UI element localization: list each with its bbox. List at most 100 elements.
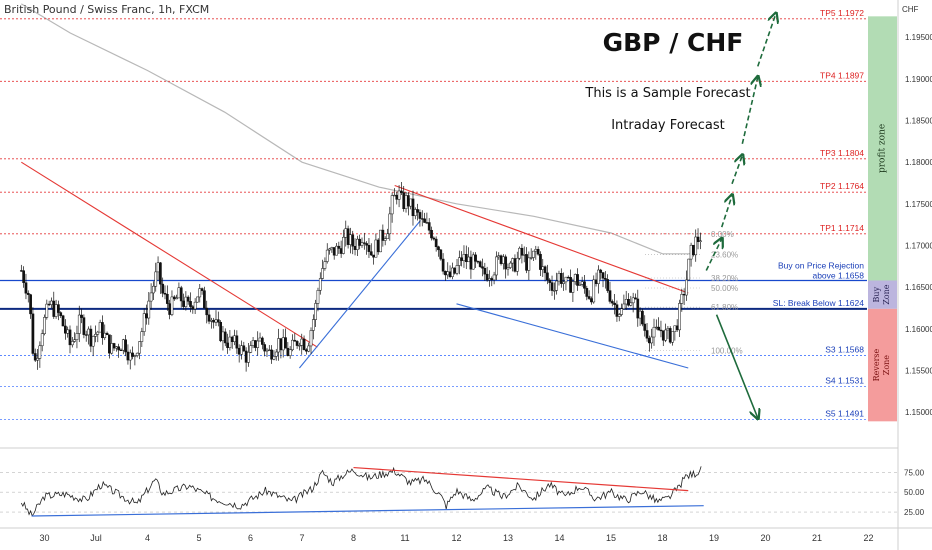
fib-label: 61.80%	[711, 303, 738, 312]
candle-body	[244, 350, 248, 363]
candle-body	[585, 288, 589, 297]
price-tick-label: 1.17500	[905, 200, 932, 209]
candle-body	[163, 292, 167, 295]
candle-body	[641, 310, 644, 325]
candle-body	[682, 294, 686, 296]
candle-body	[103, 332, 107, 339]
candle-body	[200, 288, 204, 291]
zone-label-buy: BuyZone	[872, 284, 891, 305]
zone-label-reverse: ReverseZone	[872, 348, 891, 381]
candle-body	[117, 346, 121, 351]
level-label-sl: SL: Break Below 1.1624	[773, 298, 864, 308]
candle-body	[617, 314, 621, 317]
candle-body	[608, 290, 612, 302]
candle-body	[328, 248, 331, 251]
candle-body	[397, 190, 401, 200]
candle-body	[557, 273, 561, 282]
candle-body	[539, 253, 542, 270]
candle-body	[411, 198, 415, 217]
candle-body	[323, 261, 327, 269]
candle-body	[548, 279, 552, 283]
candle-body	[374, 239, 378, 258]
candle-body	[112, 343, 116, 349]
candle-body	[583, 281, 586, 289]
time-tick-label: 12	[451, 533, 461, 543]
candle-body	[31, 313, 35, 354]
candle-body	[580, 281, 584, 285]
fib-label: 0.00%	[711, 230, 734, 239]
candle-body	[87, 328, 90, 336]
candle-body	[342, 236, 345, 254]
candle-body	[566, 276, 570, 279]
candle-body	[240, 345, 243, 355]
candle-body	[272, 356, 276, 360]
candle-body	[64, 325, 67, 334]
candle-body	[564, 276, 568, 283]
price-tick-label: 1.18000	[905, 158, 932, 167]
candle-body	[689, 244, 693, 260]
level-label-support: S5 1.1491	[825, 409, 864, 419]
candle-body	[504, 256, 508, 270]
candle-body	[624, 299, 628, 305]
candle-body	[444, 271, 447, 276]
price-tick-label: 1.19500	[905, 33, 932, 42]
candle-body	[179, 287, 183, 302]
price-tick-label: 1.19000	[905, 75, 932, 84]
candle-body	[172, 296, 176, 300]
candle-body	[325, 249, 329, 262]
candle-body	[599, 269, 603, 273]
candle-body	[300, 338, 304, 346]
level-label-support: S4 1.1531	[825, 375, 864, 385]
candle-body	[131, 352, 134, 357]
candle-body	[393, 194, 396, 197]
forecast-arrow	[757, 14, 776, 67]
candle-body	[546, 272, 549, 281]
candle-body	[451, 267, 454, 277]
candle-body	[321, 268, 324, 279]
rsi-line	[20, 466, 702, 517]
candle-body	[89, 328, 93, 347]
candle-body	[33, 353, 37, 361]
price-tick-label: 1.15500	[905, 367, 932, 376]
candle-body	[353, 245, 357, 250]
level-label-tp: TP5 1.1972	[820, 8, 864, 18]
candle-body	[395, 194, 399, 200]
candle-body	[471, 254, 475, 270]
candle-body	[457, 257, 461, 266]
candle-body	[648, 337, 651, 344]
candle-body	[281, 337, 285, 351]
forecast-arrow	[705, 239, 721, 271]
candle-body	[59, 312, 63, 316]
candle-body	[307, 345, 311, 352]
time-tick-label: 20	[760, 533, 770, 543]
candle-body	[66, 329, 70, 334]
candle-body	[356, 238, 359, 250]
trendline-resistance	[394, 184, 689, 294]
zone-label-word: Zone	[882, 355, 891, 376]
candle-body	[671, 331, 674, 343]
candle-body	[534, 249, 538, 252]
candle-body	[613, 302, 616, 305]
candle-body	[434, 238, 438, 247]
candle-body	[685, 279, 688, 296]
candle-body	[52, 300, 56, 317]
time-tick-label: 15	[606, 533, 616, 543]
candle-body	[263, 344, 267, 352]
candle-body	[381, 229, 385, 241]
candle-body	[455, 265, 459, 274]
candle-body	[515, 257, 519, 272]
candle-body	[687, 258, 691, 281]
candle-body	[247, 352, 250, 363]
candle-body	[502, 256, 505, 264]
candle-body	[388, 213, 392, 235]
candle-body	[597, 269, 600, 284]
time-tick-label: 4	[145, 533, 150, 543]
rsi-tick-label: 25.00	[904, 508, 925, 517]
candle-body	[369, 251, 373, 256]
candle-body	[189, 301, 192, 307]
fib-label: 50.00%	[711, 284, 738, 293]
candle-body	[233, 335, 236, 342]
candle-body	[629, 302, 633, 306]
candle-body	[161, 283, 165, 294]
